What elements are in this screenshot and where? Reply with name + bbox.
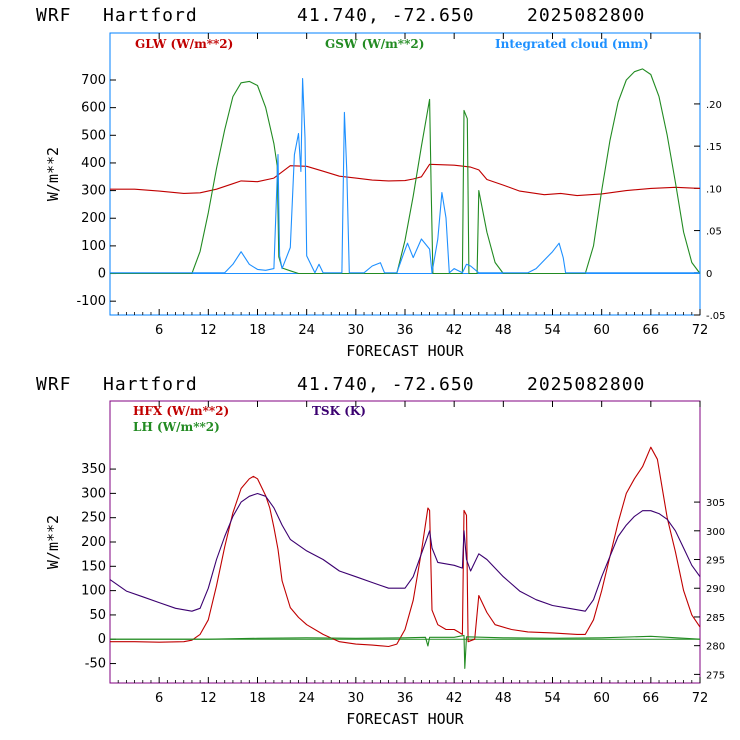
chart-header-bottom: WRF Hartford 41.740, -72.650 2025082800 <box>36 374 645 395</box>
y-tick-label: 300 <box>81 184 106 199</box>
x-tick-label: 30 <box>348 691 365 706</box>
right-tick-label: 305 <box>706 498 725 509</box>
x-tick-label: 30 <box>348 323 365 338</box>
header-model: WRF <box>36 374 72 395</box>
series-line-gsw <box>110 68 701 275</box>
legend-entry: LH (W/m**2) <box>133 420 220 434</box>
y-tick-label: 100 <box>81 239 106 254</box>
right-tick-label: .15 <box>706 142 722 153</box>
right-tick-label: .10 <box>706 184 722 195</box>
header-coords: 41.740, -72.650 <box>297 374 475 395</box>
header-run: 2025082800 <box>527 374 645 395</box>
x-tick-label: 6 <box>155 323 163 338</box>
y-tick-label: -100 <box>76 294 106 309</box>
x-tick-label: 66 <box>643 323 660 338</box>
y-tick-label: 0 <box>98 267 106 282</box>
y-tick-label: 150 <box>81 559 106 574</box>
x-axis-label: FORECAST HOUR <box>346 710 464 728</box>
y-tick-label: 600 <box>81 101 106 116</box>
x-tick-label: 36 <box>397 691 414 706</box>
y-tick-label: 400 <box>81 156 106 171</box>
right-tick-label: 275 <box>706 670 725 681</box>
header-site: Hartford <box>103 5 198 26</box>
header-model: WRF <box>36 5 72 26</box>
x-tick-label: 48 <box>495 691 512 706</box>
right-tick-label: 290 <box>706 584 725 595</box>
legend-entry: TSK (K) <box>312 404 366 418</box>
y-tick-label: 250 <box>81 511 106 526</box>
x-tick-label: 60 <box>593 691 610 706</box>
header-run: 2025082800 <box>527 5 645 26</box>
y-tick-label: 50 <box>89 608 106 623</box>
y-tick-label: 700 <box>81 73 106 88</box>
right-tick-label: 285 <box>706 613 725 624</box>
x-tick-label: 6 <box>155 691 163 706</box>
right-tick-label: 0 <box>706 269 712 280</box>
y-tick-label: 200 <box>81 535 106 550</box>
legend-entry: GLW (W/m**2) <box>135 37 233 51</box>
series-line-hfx <box>110 446 701 648</box>
x-tick-label: 48 <box>495 323 512 338</box>
x-tick-label: 24 <box>298 323 315 338</box>
header-site: Hartford <box>103 374 198 395</box>
y-tick-label: 0 <box>98 632 106 647</box>
chart-header-top: WRF Hartford 41.740, -72.650 2025082800 <box>36 5 645 26</box>
right-tick-label: .05 <box>706 227 722 238</box>
x-tick-label: 42 <box>446 691 463 706</box>
right-tick-label: 300 <box>706 527 725 538</box>
series-line-lh <box>110 634 701 669</box>
x-tick-label: 54 <box>544 691 561 706</box>
y-tick-label: -50 <box>85 657 106 672</box>
y-tick-label: 350 <box>81 462 106 477</box>
x-tick-label: 18 <box>249 323 266 338</box>
x-tick-label: 36 <box>397 323 414 338</box>
x-tick-label: 18 <box>249 691 266 706</box>
x-tick-label: 60 <box>593 323 610 338</box>
x-tick-label: 72 <box>692 323 709 338</box>
x-tick-label: 24 <box>298 691 315 706</box>
series-line-integrated <box>110 78 700 274</box>
y-tick-label: 300 <box>81 486 106 501</box>
y-axis-label: W/m**2 <box>44 515 62 569</box>
series-line-tsk <box>109 492 701 612</box>
x-tick-label: 12 <box>200 691 217 706</box>
x-tick-label: 42 <box>446 323 463 338</box>
header-coords: 41.740, -72.650 <box>297 5 475 26</box>
y-tick-label: 200 <box>81 211 106 226</box>
x-tick-label: 72 <box>692 691 709 706</box>
y-tick-label: 100 <box>81 584 106 599</box>
right-tick-label: -.05 <box>706 311 726 322</box>
legend-entry: Integrated cloud (mm) <box>495 37 649 51</box>
y-tick-label: 500 <box>81 128 106 143</box>
right-tick-label: 295 <box>706 556 725 567</box>
series-line-glw <box>110 163 701 197</box>
right-tick-label: .20 <box>706 100 722 111</box>
legend-entry: GSW (W/m**2) <box>325 37 424 51</box>
x-tick-label: 54 <box>544 323 561 338</box>
right-tick-label: 280 <box>706 642 725 653</box>
plot-frame <box>109 400 701 684</box>
x-tick-label: 66 <box>643 691 660 706</box>
heat-flux-chart: 6 12 18 24 30 36 42 48 54 60 66 72 -50 0 50 100 150 200 25… <box>44 400 725 728</box>
radiation-chart: 6 12 18 24 30 36 42 48 54 60 66 72 -100 0 100 200 300 400… <box>44 32 726 360</box>
x-tick-label: 12 <box>200 323 217 338</box>
x-axis-label: FORECAST HOUR <box>346 342 464 360</box>
y-axis-label: W/m**2 <box>44 147 62 201</box>
legend-entry: HFX (W/m**2) <box>133 404 229 418</box>
